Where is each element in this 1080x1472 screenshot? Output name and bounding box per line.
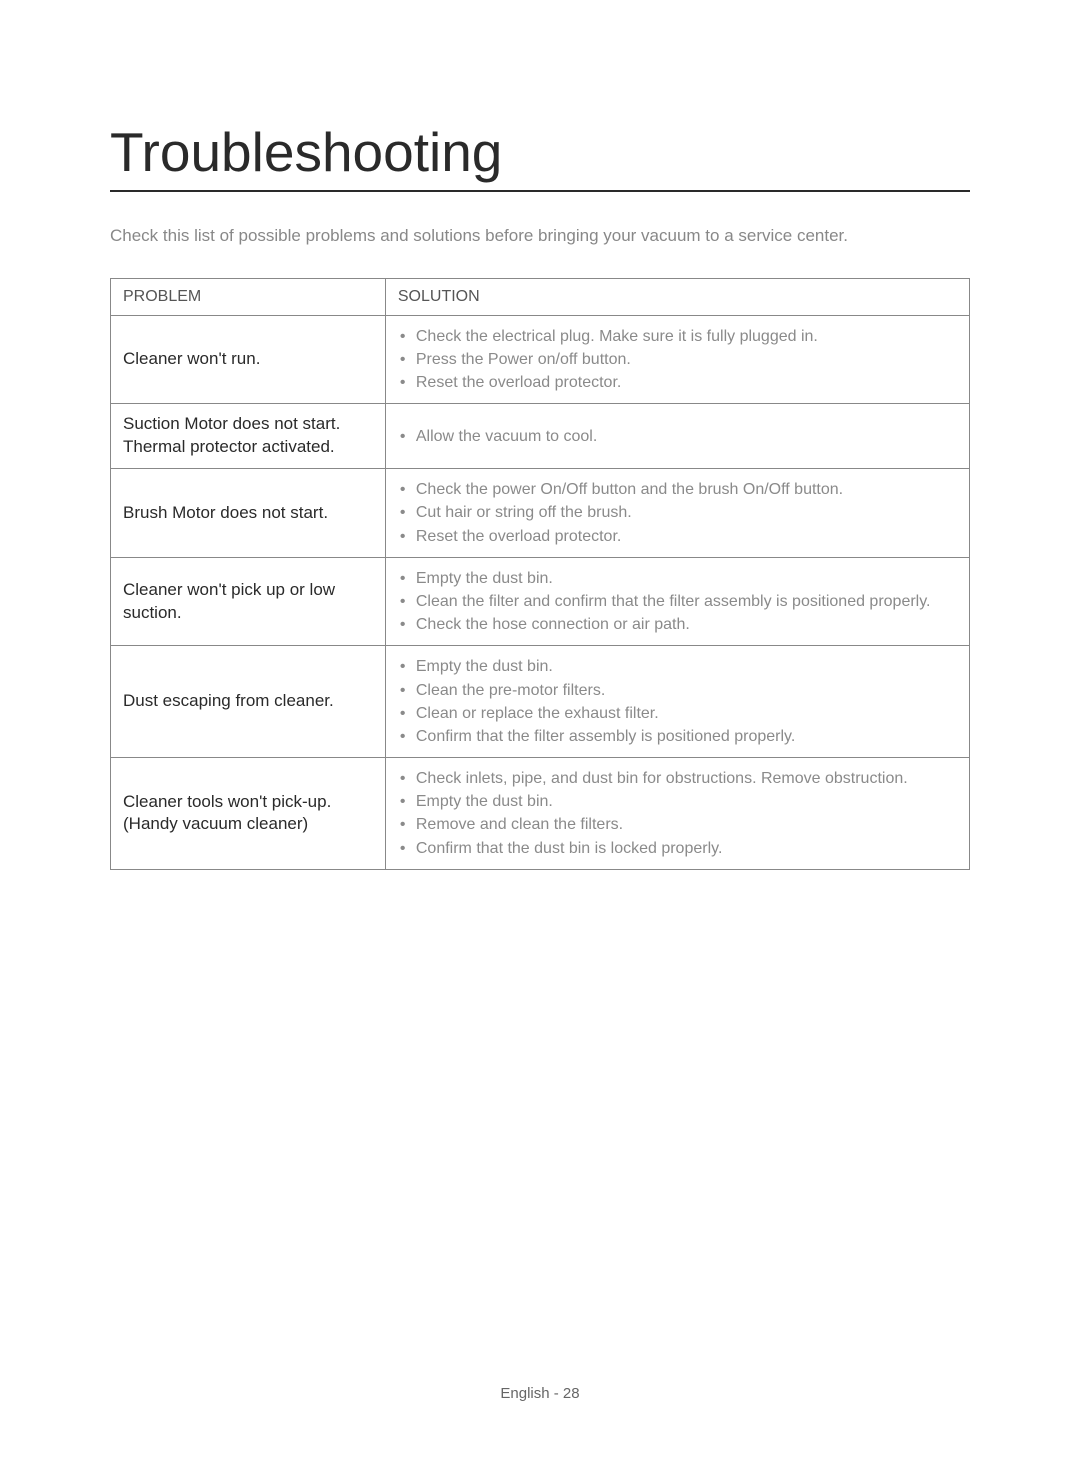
header-problem: PROBLEM bbox=[111, 278, 386, 315]
page-footer: English - 28 bbox=[0, 1385, 1080, 1402]
solution-item: Reset the overload protector. bbox=[398, 525, 957, 548]
solution-cell: Check the electrical plug. Make sure it … bbox=[385, 315, 969, 404]
table-row: Brush Motor does not start. Check the pow… bbox=[111, 469, 970, 558]
header-solution: SOLUTION bbox=[385, 278, 969, 315]
table-row: Cleaner tools won't pick-up.(Handy vacuu… bbox=[111, 758, 970, 870]
solution-item: Press the Power on/off button. bbox=[398, 348, 957, 371]
intro-text: Check this list of possible problems and… bbox=[110, 224, 970, 248]
solution-item: Remove and clean the filters. bbox=[398, 813, 957, 836]
table-body: Cleaner won't run. Check the electrical p… bbox=[111, 315, 970, 869]
solution-item: Cut hair or string off the brush. bbox=[398, 501, 957, 524]
problem-cell: Cleaner tools won't pick-up.(Handy vacuu… bbox=[111, 758, 386, 870]
solution-cell: Check inlets, pipe, and dust bin for obs… bbox=[385, 758, 969, 870]
solution-item: Check the power On/Off button and the br… bbox=[398, 478, 957, 501]
troubleshooting-table: PROBLEM SOLUTION Cleaner won't run. Check… bbox=[110, 278, 970, 870]
solution-item: Empty the dust bin. bbox=[398, 567, 957, 590]
page-title: Troubleshooting bbox=[110, 120, 970, 192]
solution-list: Check the power On/Off button and the br… bbox=[398, 478, 957, 548]
solution-item: Check inlets, pipe, and dust bin for obs… bbox=[398, 767, 957, 790]
solution-cell: Empty the dust bin.Clean the pre-motor f… bbox=[385, 646, 969, 758]
solution-item: Clean or replace the exhaust filter. bbox=[398, 702, 957, 725]
problem-cell: Dust escaping from cleaner. bbox=[111, 646, 386, 758]
solution-list: Empty the dust bin.Clean the pre-motor f… bbox=[398, 655, 957, 748]
problem-cell: Cleaner won't pick up or low suction. bbox=[111, 557, 386, 646]
solution-list: Check the electrical plug. Make sure it … bbox=[398, 325, 957, 395]
solution-item: Allow the vacuum to cool. bbox=[398, 425, 957, 448]
solution-item: Reset the overload protector. bbox=[398, 371, 957, 394]
solution-list: Check inlets, pipe, and dust bin for obs… bbox=[398, 767, 957, 860]
table-row: Dust escaping from cleaner.Empty the dus… bbox=[111, 646, 970, 758]
problem-cell: Brush Motor does not start. bbox=[111, 469, 386, 558]
table-row: Cleaner won't pick up or low suction.Emp… bbox=[111, 557, 970, 646]
table-header-row: PROBLEM SOLUTION bbox=[111, 278, 970, 315]
problem-cell: Cleaner won't run. bbox=[111, 315, 386, 404]
table-row: Suction Motor does not start.Thermal pro… bbox=[111, 404, 970, 469]
solution-list: Allow the vacuum to cool. bbox=[398, 425, 957, 448]
solution-item: Check the hose connection or air path. bbox=[398, 613, 957, 636]
solution-item: Clean the filter and confirm that the fi… bbox=[398, 590, 957, 613]
problem-cell: Suction Motor does not start.Thermal pro… bbox=[111, 404, 386, 469]
solution-item: Check the electrical plug. Make sure it … bbox=[398, 325, 957, 348]
solution-list: Empty the dust bin.Clean the filter and … bbox=[398, 567, 957, 637]
table-row: Cleaner won't run. Check the electrical p… bbox=[111, 315, 970, 404]
solution-item: Empty the dust bin. bbox=[398, 655, 957, 678]
solution-item: Empty the dust bin. bbox=[398, 790, 957, 813]
solution-item: Confirm that the filter assembly is posi… bbox=[398, 725, 957, 748]
solution-item: Confirm that the dust bin is locked prop… bbox=[398, 837, 957, 860]
solution-item: Clean the pre-motor filters. bbox=[398, 679, 957, 702]
solution-cell: Check the power On/Off button and the br… bbox=[385, 469, 969, 558]
solution-cell: Empty the dust bin.Clean the filter and … bbox=[385, 557, 969, 646]
solution-cell: Allow the vacuum to cool. bbox=[385, 404, 969, 469]
